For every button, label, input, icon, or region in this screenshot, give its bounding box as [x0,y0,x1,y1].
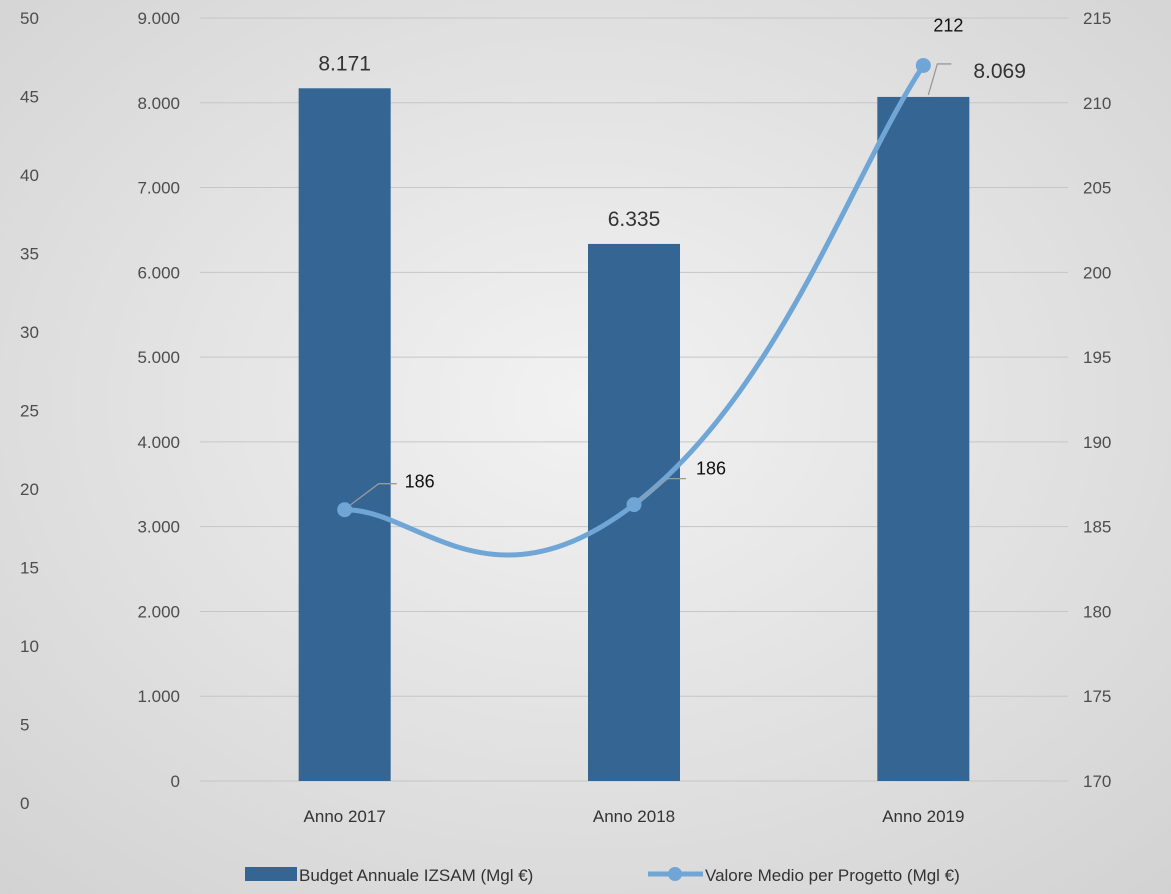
secondary-tick-label: 210 [1083,94,1111,113]
legend: Budget Annuale IZSAM (Mgl €) Valore Medio… [245,866,960,885]
outer-tick-label: 50 [20,9,39,28]
bar-value-label: 6.335 [608,208,661,231]
primary-tick-label: 2.000 [137,602,180,621]
primary-tick-label: 8.000 [137,94,180,113]
secondary-tick-label: 170 [1083,772,1111,791]
line-label-leader [639,477,686,501]
line-marker [915,57,931,73]
bar-value-label: 8.069 [973,60,1026,83]
legend-label-bar: Budget Annuale IZSAM (Mgl €) [299,866,533,885]
bar [877,96,970,782]
primary-tick-label: 9.000 [137,9,180,28]
category-axis: Anno 2017 Anno 2018 Anno 2019 [304,807,965,826]
bar [298,88,391,782]
primary-tick-label: 7.000 [137,179,180,198]
outer-left-axis: 0 5 10 15 20 25 30 35 40 45 50 [20,9,39,813]
outer-tick-label: 25 [20,402,39,421]
outer-tick-label: 40 [20,166,39,185]
outer-tick-label: 10 [20,637,39,656]
legend-label-line: Valore Medio per Progetto (Mgl €) [705,866,960,885]
secondary-tick-label: 190 [1083,433,1111,452]
line-value-label: 212 [933,15,963,35]
legend-swatch-marker [668,867,682,881]
outer-tick-label: 35 [20,245,39,264]
bar [588,243,680,781]
category-label: Anno 2018 [593,807,675,826]
bar-label-leader [927,63,952,96]
primary-tick-label: 3.000 [137,518,180,537]
line-series: 186 186 212 [337,15,963,558]
primary-y-axis: 0 1.000 2.000 3.000 4.000 5.000 6.000 7.000 8.00… [137,9,180,791]
line-marker [337,502,353,518]
outer-tick-label: 45 [20,88,39,107]
secondary-y-axis: 170 175 180 185 190 195 200 205 210 215 [1083,9,1111,791]
primary-tick-label: 5.000 [137,348,180,367]
secondary-tick-label: 205 [1083,179,1111,198]
outer-tick-label: 20 [20,480,39,499]
line-value-label: 186 [696,459,726,479]
line-marker [626,497,642,513]
outer-tick-label: 5 [20,716,29,735]
legend-swatch-bar [245,867,297,881]
line-label-leader [350,483,397,506]
category-label: Anno 2017 [304,807,386,826]
secondary-tick-label: 195 [1083,348,1111,367]
primary-tick-label: 0 [171,772,180,791]
bar-series: 8.171 6.335 8.069 [298,52,1026,782]
secondary-tick-label: 175 [1083,687,1111,706]
category-label: Anno 2019 [882,807,964,826]
secondary-tick-label: 215 [1083,9,1111,28]
primary-tick-label: 1.000 [137,687,180,706]
secondary-tick-label: 185 [1083,518,1111,537]
secondary-tick-label: 200 [1083,263,1111,282]
secondary-tick-label: 180 [1083,602,1111,621]
primary-tick-label: 4.000 [137,433,180,452]
outer-tick-label: 0 [20,794,29,813]
primary-tick-label: 6.000 [137,263,180,282]
outer-tick-label: 30 [20,323,39,342]
line-value-label: 186 [405,472,435,492]
outer-tick-label: 15 [20,559,39,578]
bar-value-label: 8.171 [318,52,371,75]
